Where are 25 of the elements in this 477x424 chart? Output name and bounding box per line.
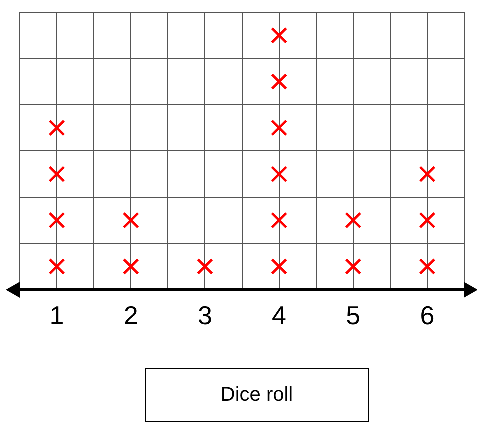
point: [48, 120, 66, 136]
x-tick-label: 6: [420, 300, 435, 331]
point: [270, 27, 288, 44]
point: [48, 258, 66, 276]
point: [122, 212, 140, 229]
x-tick-label: 5: [346, 300, 361, 331]
x-tick-label: 4: [272, 300, 287, 331]
point: [419, 166, 436, 183]
point: [270, 74, 288, 90]
x-axis-title: Dice roll: [145, 368, 369, 422]
point: [345, 212, 362, 229]
point: [270, 166, 288, 183]
point: [419, 258, 436, 276]
point: [419, 212, 436, 229]
point: [122, 258, 140, 276]
point: [196, 258, 214, 276]
point: [270, 258, 288, 276]
x-tick-label: 2: [124, 300, 138, 331]
point: [270, 120, 288, 136]
point: [48, 166, 66, 183]
x-tick-label: 1: [50, 300, 64, 331]
x-tick-label: 3: [198, 300, 212, 331]
point: [270, 212, 288, 229]
point: [48, 212, 66, 229]
point: [345, 258, 362, 276]
